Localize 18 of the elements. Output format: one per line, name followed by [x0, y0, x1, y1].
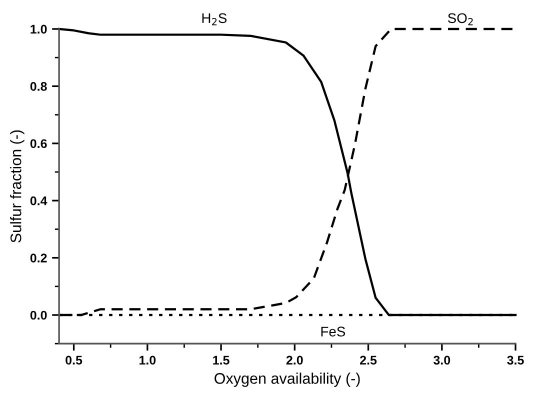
series-label: FeS — [321, 326, 346, 337]
x-tick-label: 2.5 — [360, 356, 377, 365]
y-tick-label: 0.0 — [30, 310, 47, 320]
x-tick-label: 3.0 — [434, 356, 450, 365]
series-label: SO$_{2}$ — [448, 13, 473, 26]
x-tick-label: 1.5 — [213, 356, 230, 365]
x-axis-title: Oxygen availability (-) — [214, 372, 360, 387]
y-axis-title: Sulfur fraction (-) — [10, 130, 24, 242]
x-tick-label: 2.0 — [286, 356, 303, 365]
x-tick-label: 3.5 — [507, 356, 524, 365]
y-tick-label: 0.8 — [30, 82, 47, 91]
series-label: H$_{2}$S — [202, 13, 227, 26]
y-tick-label: 1.0 — [30, 24, 47, 34]
x-tick-label: 1.0 — [140, 356, 156, 365]
y-tick-label: 0.2 — [30, 254, 47, 262]
y-tick-label: 0.4 — [30, 196, 48, 206]
y-tick-label: 0.6 — [30, 139, 47, 148]
x-tick-label: 0.5 — [66, 356, 82, 365]
